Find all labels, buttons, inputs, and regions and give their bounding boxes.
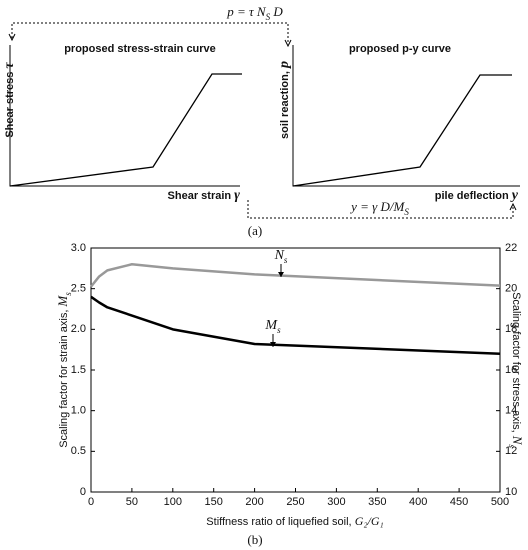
y-tick-label: 1.0: [71, 405, 86, 417]
y2-tick-label: 22: [505, 242, 517, 254]
arrow: [509, 202, 517, 211]
arrow: [284, 39, 292, 48]
y-tick-label: 3.0: [71, 242, 86, 254]
x-tick-label: 400: [409, 496, 427, 508]
equation-top: p = τ NS D: [226, 4, 283, 22]
annotation-sub: s: [277, 325, 281, 335]
y2-tick-label: 18: [505, 323, 517, 335]
right-ylabel: soil reaction, p: [277, 61, 292, 139]
series-line: [90, 263, 501, 288]
y-tick-label: 2.5: [71, 283, 86, 295]
y2-tick-label: 20: [505, 283, 517, 295]
arrow: [8, 33, 16, 42]
x-axis-label: Stiffness ratio of liquefied soil, G₂/G₁: [206, 514, 383, 528]
x-tick-label: 150: [205, 496, 223, 508]
left-axes: [9, 45, 240, 187]
panel-b: Scaling factor for strain axis, Ms Scali…: [55, 242, 525, 547]
x-tick-label: 450: [450, 496, 468, 508]
y2-tick-label: 16: [505, 364, 517, 376]
caption-b: (b): [247, 532, 262, 547]
y2-tick-label: 14: [505, 405, 517, 417]
right-title: proposed p-y curve: [349, 43, 451, 55]
y2-axis-label: Scaling factor for stress axis, Ns: [507, 292, 525, 448]
caption-a: (a): [248, 223, 262, 238]
x-tick-label: 0: [88, 496, 94, 508]
annotation: Ms: [264, 318, 281, 335]
x-tick-label: 50: [126, 496, 138, 508]
x-tick-label: 100: [164, 496, 182, 508]
dashed-link: [11, 22, 289, 44]
right-axes: [292, 45, 520, 187]
left-title: proposed stress-strain curve: [64, 43, 216, 55]
annotation-symbol: M: [264, 318, 278, 333]
p-y-curve: [292, 74, 512, 187]
annotation-sub: s: [284, 255, 288, 265]
x-tick-label: 250: [286, 496, 304, 508]
y-tick-label: 0.5: [71, 445, 86, 457]
y-tick-label: 1.5: [71, 364, 86, 376]
x-tick-label: 500: [491, 496, 509, 508]
left-ylabel: Shear stress τ: [2, 62, 17, 138]
y2-tick-label: 12: [505, 445, 517, 457]
y-tick-label: 2.0: [71, 323, 86, 335]
left-xlabel: Shear strain γ: [168, 188, 241, 203]
right-xlabel: pile deflection y: [435, 188, 519, 203]
plot-frame: [90, 247, 501, 493]
annotation-arrowhead: [270, 342, 276, 347]
x-tick-label: 300: [327, 496, 345, 508]
series-line: [90, 295, 501, 355]
stress-strain-curve: [9, 73, 242, 187]
x-tick-label: 350: [368, 496, 386, 508]
x-tick-label: 200: [245, 496, 263, 508]
annotation-arrowhead: [278, 272, 284, 277]
annotation-symbol: N: [274, 248, 285, 263]
equation-bottom: y = γ D/MS: [349, 199, 409, 217]
panel-a: p = τ NS D proposed stress-strain curve …: [2, 4, 520, 238]
y2-tick-label: 10: [505, 486, 517, 498]
annotation: Ns: [274, 248, 288, 265]
dashed-link: [247, 200, 514, 219]
y-tick-label: 0: [80, 486, 86, 498]
y-axis-label: Scaling factor for strain axis, Ms: [55, 292, 73, 448]
